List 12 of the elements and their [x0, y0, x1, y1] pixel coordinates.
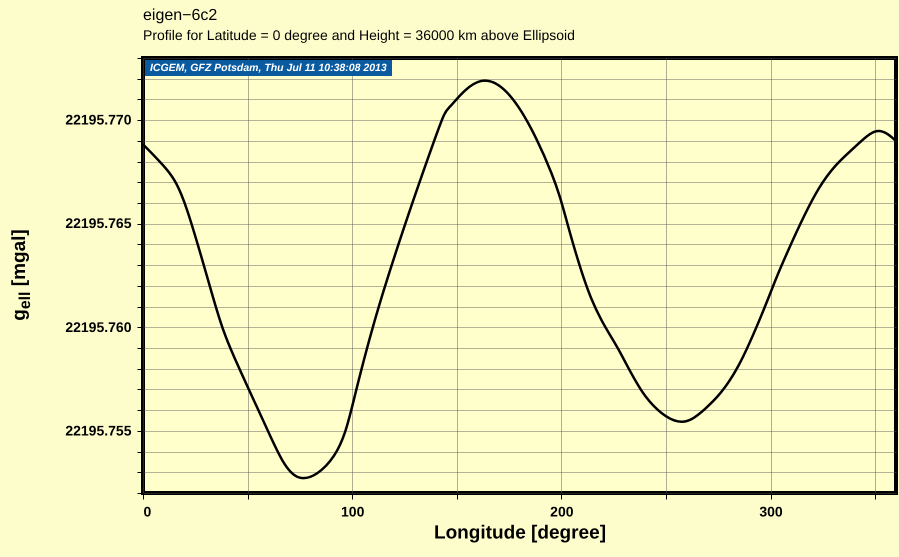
y-tick-label: 22195.765 — [65, 215, 132, 232]
x-tick-label: 200 — [550, 504, 574, 520]
x-tick-label: 0 — [144, 504, 152, 520]
y-tick-label: 22195.760 — [65, 318, 132, 335]
annotation: ICGEM, GFZ Potsdam, Thu Jul 11 10:38:08 2013 — [145, 60, 392, 76]
y-tick-label: 22195.755 — [65, 422, 132, 438]
x-tick-label: 100 — [340, 504, 365, 520]
chart-subtitle: Profile for Latitude = 0 degree and Height = 36000 km above Ellipsoid — [143, 27, 575, 43]
x-axis-title: Longitude [degree] — [434, 522, 606, 544]
y-tick-label: 22195.770 — [65, 112, 132, 128]
chart-title: eigen−6c2 — [143, 7, 218, 24]
x-tick-label: 300 — [759, 504, 783, 520]
